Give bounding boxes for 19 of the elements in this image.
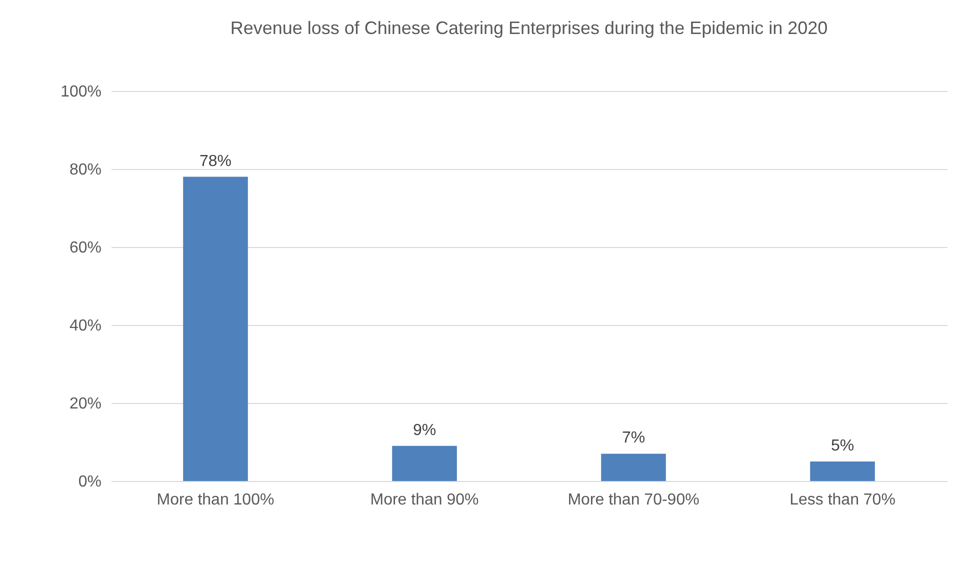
y-tick-label: 80% (69, 162, 102, 178)
bar (601, 454, 666, 481)
data-label: 9% (412, 422, 436, 439)
y-tick-label: 20% (69, 396, 102, 412)
x-tick-label: Less than 70% (790, 492, 896, 508)
bar (810, 462, 875, 481)
y-tick-label: 0% (78, 474, 102, 490)
data-label: 78% (199, 152, 232, 170)
chart-title: Revenue loss of Chinese Catering Enterprises during the Epidemic in 2020 (230, 18, 828, 38)
bar (183, 176, 248, 481)
x-tick-label: More than 90% (370, 492, 479, 508)
y-tick-label: 60% (69, 240, 102, 256)
x-tick-label: More than 100% (156, 492, 274, 508)
y-tick-label: 40% (69, 318, 102, 334)
x-tick-label: More than 70-90% (568, 492, 700, 508)
bar (392, 446, 457, 481)
data-label: 5% (830, 438, 854, 454)
y-tick-label: 100% (60, 84, 102, 100)
data-label: 7% (622, 430, 646, 447)
